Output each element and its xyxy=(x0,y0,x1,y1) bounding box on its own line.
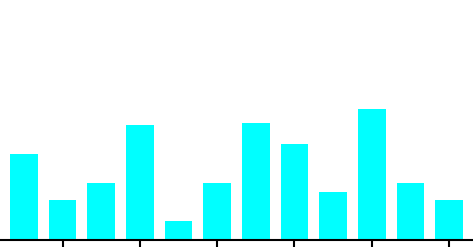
Bar xyxy=(88,183,115,240)
Bar xyxy=(49,200,77,240)
Bar xyxy=(358,109,385,240)
Bar xyxy=(242,123,270,240)
Bar xyxy=(280,145,308,240)
Bar xyxy=(10,154,38,240)
Bar xyxy=(126,125,154,240)
Bar xyxy=(396,183,424,240)
Bar xyxy=(319,192,347,240)
Bar xyxy=(435,200,463,240)
Bar xyxy=(203,183,231,240)
Bar xyxy=(165,221,193,240)
